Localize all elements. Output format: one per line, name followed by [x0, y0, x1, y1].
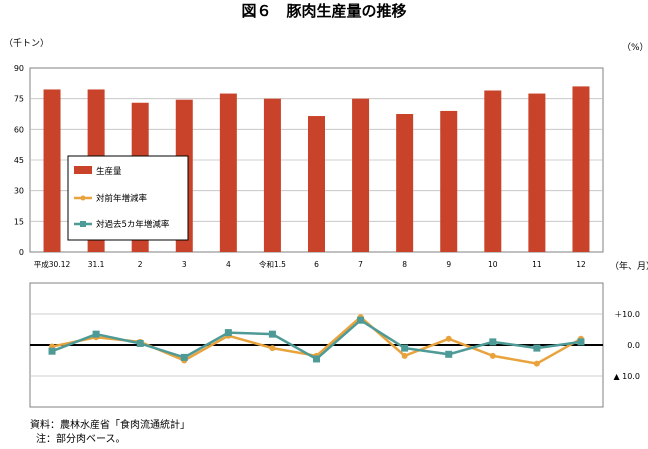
y-tick-label: 75: [14, 95, 24, 104]
bar: [263, 98, 281, 253]
bar: [528, 93, 546, 252]
point-yoy: [401, 352, 408, 359]
lower-plot: ＋10.0 0.0 ▲ 10.0: [29, 282, 640, 408]
point-5yr: [533, 344, 541, 352]
y-tick-label: 15: [14, 217, 24, 226]
point-5yr: [445, 350, 453, 358]
right-y-tick-label: 0.0: [627, 341, 640, 350]
y-tick-label: 30: [14, 187, 24, 196]
right-unit-label: （%）: [622, 42, 648, 53]
point-5yr: [489, 338, 497, 346]
point-5yr: [577, 338, 585, 346]
y-tick-label: 90: [14, 64, 24, 73]
point-5yr: [180, 353, 188, 361]
left-unit-label: （千トン）: [4, 38, 49, 49]
y-tick-label: 45: [14, 156, 24, 165]
source-note: 資料：農林水産省「食肉流通統計」: [30, 418, 190, 431]
legend: 生産量 対前年増減率 対過去5カ年増減率: [67, 155, 189, 241]
y-tick-label: 60: [14, 125, 24, 134]
point-5yr: [401, 344, 409, 352]
lower-gridlines: [30, 313, 603, 377]
point-yoy: [489, 352, 496, 359]
point-5yr: [48, 347, 56, 355]
bar: [572, 86, 590, 253]
point-5yr: [357, 316, 365, 324]
left-y-tick-labels: 0 15 30 45 60 75 90: [14, 64, 24, 257]
x-tick-label: 令和1.5: [259, 259, 286, 269]
legend-label-production: 生産量: [96, 166, 122, 177]
legend-marker-5yr: [80, 221, 86, 227]
bar: [43, 89, 61, 252]
legend-label-yoy: 対前年増減率: [96, 193, 148, 204]
line-series: [48, 314, 585, 367]
x-tick-label: 6: [314, 260, 319, 269]
bar: [219, 93, 237, 252]
x-tick-label: 平成30.12: [34, 259, 71, 269]
point-5yr: [268, 330, 276, 338]
x-tick-label: 4: [226, 260, 231, 269]
footnote: 注：部分肉ベース。: [36, 432, 126, 445]
legend-marker-yoy: [80, 195, 86, 201]
x-tick-label: 9: [446, 260, 451, 269]
legend-swatch-production: [74, 166, 92, 174]
right-y-tick-labels: ＋10.0 0.0 ▲ 10.0: [613, 310, 640, 381]
chart-title: 図６ 豚肉生産量の推移: [241, 2, 406, 20]
x-tick-label: 31.1: [88, 260, 105, 269]
x-tick-label: 2: [138, 260, 143, 269]
x-tick-label: 3: [182, 260, 187, 269]
right-y-tick-label: ▲ 10.0: [613, 372, 640, 381]
bar: [440, 110, 458, 252]
bar: [396, 114, 414, 252]
point-5yr: [224, 329, 232, 337]
point-yoy: [533, 360, 540, 367]
bar: [484, 90, 502, 252]
x-tick-label: 10: [488, 260, 498, 269]
y-tick-label: 0: [19, 248, 24, 257]
x-tick-label: 11: [532, 260, 542, 269]
x-tick-label: 7: [358, 260, 363, 269]
bar: [352, 98, 370, 253]
point-yoy: [269, 345, 276, 352]
right-y-tick-label: ＋10.0: [614, 310, 640, 319]
point-5yr: [92, 330, 100, 338]
x-tick-label: 8: [402, 260, 407, 269]
bar: [308, 116, 325, 253]
x-tick-label: 12: [576, 260, 586, 269]
legend-label-5yr: 対過去5カ年増減率: [96, 219, 170, 230]
point-yoy: [445, 335, 452, 342]
x-tick-labels: 平成30.12 31.1 2 3 4 令和1.5 6 7 8 9 10 11 12: [34, 259, 586, 269]
x-axis-unit-label: （年、月）: [610, 260, 648, 272]
point-5yr: [136, 339, 144, 347]
point-5yr: [313, 355, 320, 363]
